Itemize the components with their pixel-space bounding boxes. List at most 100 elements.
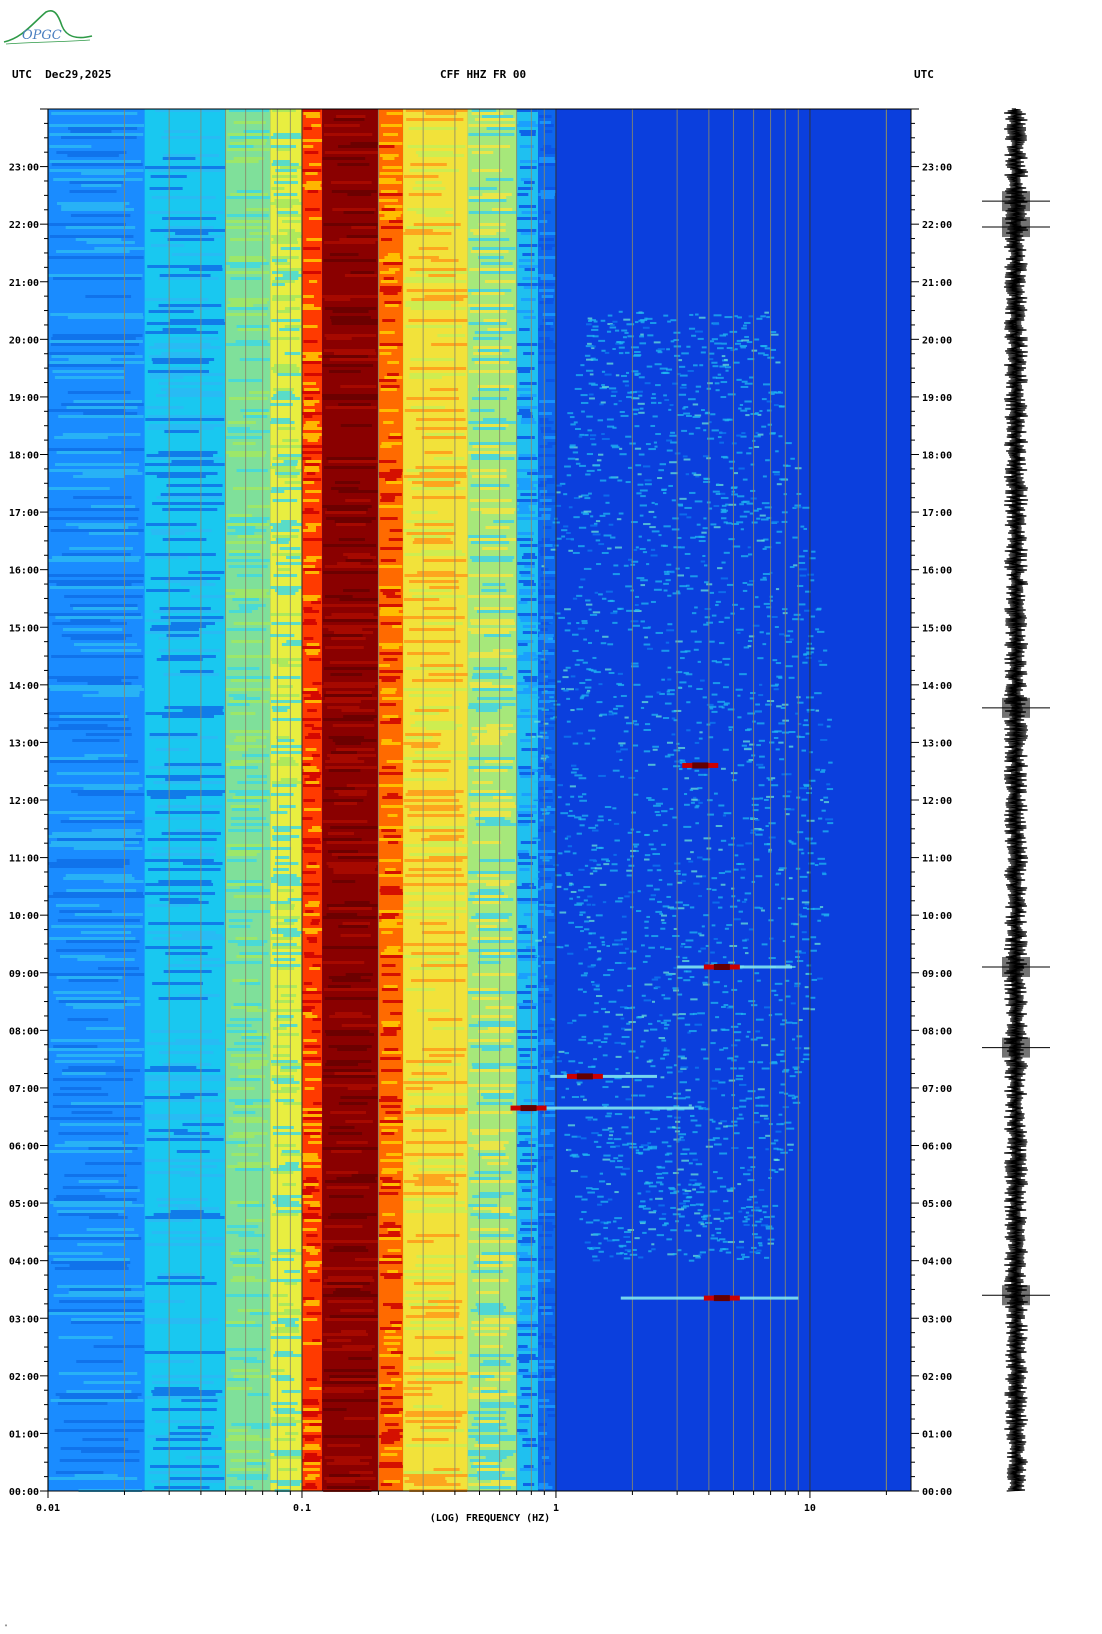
texture-stripe (304, 1456, 322, 1459)
noise-cloud (528, 310, 834, 1262)
noise-pixel (756, 722, 765, 725)
texture-stripe (237, 1066, 261, 1069)
texture-stripe (323, 133, 373, 136)
texture-stripe (468, 1084, 516, 1087)
texture-stripe (147, 1117, 204, 1120)
texture-stripe (517, 940, 533, 943)
noise-pixel (817, 723, 824, 726)
texture-stripe (324, 298, 351, 301)
texture-stripe (521, 298, 536, 301)
texture-stripe (270, 1279, 302, 1282)
noise-pixel (630, 620, 639, 623)
texture-stripe (304, 403, 315, 406)
noise-pixel (707, 799, 713, 802)
noise-pixel (736, 339, 743, 342)
noise-pixel (581, 410, 585, 413)
texture-stripe (331, 637, 366, 640)
texture-stripe (158, 649, 221, 652)
texture-stripe (154, 343, 211, 346)
texture-stripe (59, 715, 128, 718)
noise-pixel (690, 851, 694, 854)
noise-pixel (627, 1229, 635, 1232)
noise-pixel (648, 946, 655, 949)
noise-pixel (770, 684, 779, 687)
noise-pixel (536, 622, 541, 625)
texture-stripe (302, 361, 322, 364)
noise-pixel (599, 387, 607, 390)
texture-stripe (67, 154, 119, 157)
texture-stripe (540, 277, 556, 280)
texture-stripe (414, 1336, 464, 1339)
texture-stripe (173, 1132, 210, 1135)
noise-pixel (658, 878, 663, 881)
texture-stripe (273, 181, 299, 184)
noise-pixel (689, 1204, 696, 1207)
noise-pixel (678, 359, 683, 362)
texture-stripe (52, 832, 136, 835)
texture-stripe (380, 1159, 403, 1162)
texture-stripe (311, 754, 320, 757)
texture-stripe (387, 1429, 403, 1432)
noise-pixel (805, 656, 812, 659)
texture-stripe (519, 1405, 529, 1408)
texture-stripe (346, 235, 379, 238)
noise-pixel (599, 479, 607, 482)
texture-stripe (145, 298, 209, 301)
noise-pixel (608, 1000, 617, 1003)
texture-stripe (541, 769, 555, 772)
noise-pixel (642, 1207, 651, 1210)
noise-pixel (783, 1068, 790, 1071)
texture-stripe (538, 682, 549, 685)
texture-stripe (307, 709, 317, 712)
noise-pixel (779, 758, 785, 761)
noise-pixel (666, 1238, 673, 1241)
texture-stripe (277, 427, 296, 430)
noise-pixel (669, 807, 674, 810)
texture-stripe (309, 658, 322, 661)
texture-stripe (169, 1165, 217, 1168)
noise-pixel (611, 863, 618, 866)
texture-stripe (404, 574, 468, 577)
texture-stripe (332, 880, 356, 883)
texture-stripe (474, 895, 509, 898)
texture-stripe (281, 643, 302, 646)
texture-stripe (146, 457, 223, 460)
texture-stripe (538, 1258, 554, 1261)
texture-stripe (518, 1369, 529, 1372)
texture-stripe (306, 472, 316, 475)
noise-pixel (534, 720, 541, 723)
texture-stripe (384, 205, 403, 208)
texture-stripe (516, 367, 535, 370)
texture-stripe (302, 382, 317, 385)
noise-pixel (718, 804, 725, 807)
texture-stripe (538, 193, 555, 196)
texture-stripe (162, 157, 196, 160)
noise-pixel (695, 804, 700, 807)
noise-pixel (532, 837, 539, 840)
noise-pixel (651, 501, 655, 504)
y-tick-label-right: 05:00 (922, 1199, 952, 1210)
noise-pixel (597, 1134, 603, 1137)
noise-pixel (644, 934, 649, 937)
noise-pixel (763, 602, 770, 605)
noise-pixel (664, 399, 670, 402)
texture-stripe (303, 259, 322, 262)
noise-pixel (598, 815, 604, 818)
texture-stripe (418, 1168, 465, 1171)
texture-stripe (271, 658, 302, 661)
texture-stripe (538, 1309, 555, 1312)
noise-pixel (778, 999, 783, 1002)
texture-stripe (145, 1321, 210, 1324)
noise-pixel (568, 884, 572, 887)
noise-pixel (710, 1001, 719, 1004)
noise-pixel (588, 492, 592, 495)
texture-stripe (407, 652, 450, 655)
texture-stripe (327, 1444, 361, 1447)
texture-stripe (382, 796, 403, 799)
noise-pixel (659, 692, 665, 695)
noise-pixel (689, 1152, 697, 1155)
noise-pixel (667, 978, 672, 981)
noise-pixel (644, 636, 648, 639)
texture-stripe (49, 1237, 142, 1240)
texture-stripe (418, 247, 449, 250)
